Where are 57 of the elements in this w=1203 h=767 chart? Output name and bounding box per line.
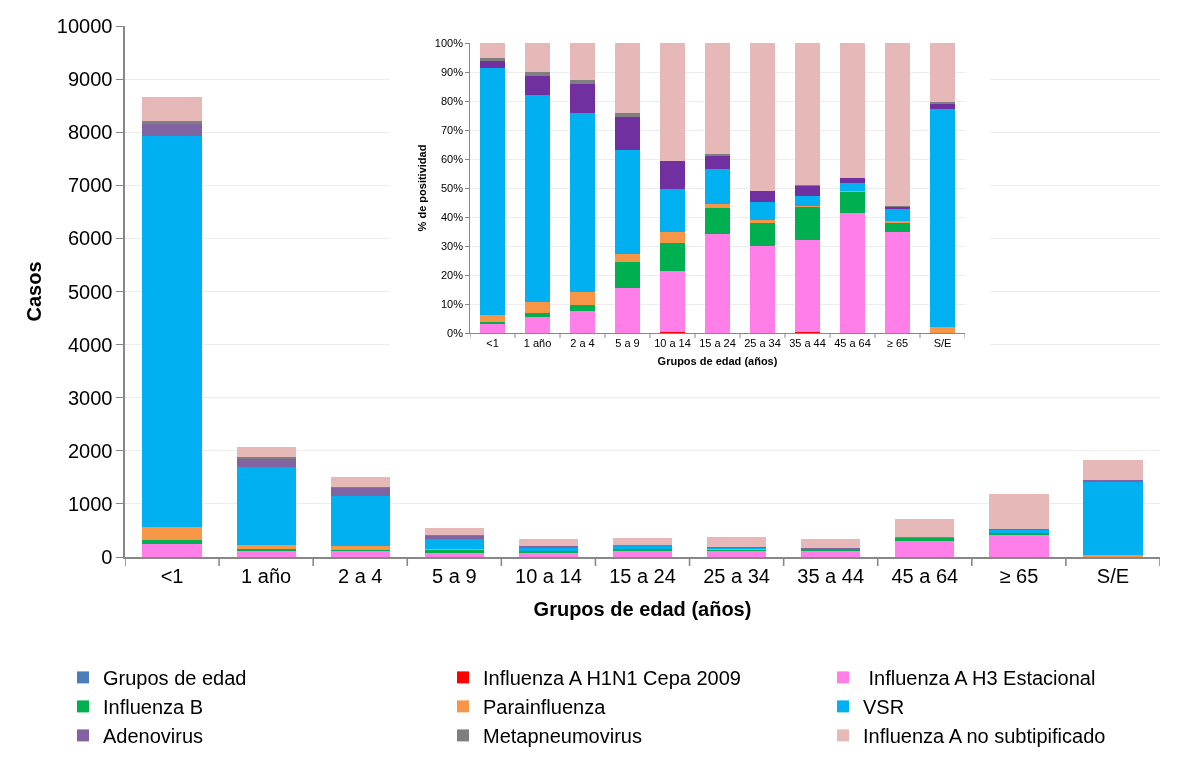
y-tick-label: 0 (101, 546, 113, 568)
y-tick-label: 9000 (67, 68, 113, 91)
y-tick-label: 4000 (67, 333, 113, 356)
legend-label: VSR (863, 696, 905, 719)
y-tick-label: 7000 (67, 174, 113, 197)
y-tick-label: 70% (440, 123, 464, 136)
x-tick-label: 2 a 4 (337, 564, 383, 587)
x-tick-label: 35 a 44 (789, 337, 826, 350)
x-axis-title: Grupos de edad (años) (533, 597, 752, 620)
x-tick-label: 25 a 34 (744, 337, 781, 350)
x-tick-label: 1 año (523, 337, 552, 350)
x-tick-label: 15 a 24 (609, 564, 676, 587)
x-tick-label: 45 a 64 (891, 564, 959, 587)
x-tick-label: 10 a 14 (654, 337, 691, 350)
legend-label: Adenovirus (103, 725, 204, 748)
x-tick-label: 10 a 14 (515, 564, 582, 587)
y-tick-label: 1000 (67, 492, 113, 515)
legend-label: Influenza A H1N1 Cepa 2009 (483, 667, 741, 690)
y-tick-label: 60% (440, 152, 464, 165)
y-tick-label: 10000 (56, 15, 113, 37)
x-tick-label: 5 a 9 (432, 564, 477, 587)
y-tick-label: 0% (447, 326, 464, 339)
y-tick-label: 6000 (67, 227, 113, 250)
y-tick-label: 3000 (67, 386, 113, 409)
y-tick-label: 90% (440, 65, 464, 78)
y-tick-label: 100% (434, 36, 464, 49)
x-tick-label: ≥ 65 (999, 564, 1039, 587)
legend-label: Parainfluenza (483, 696, 607, 719)
x-tick-label: S/E (1096, 564, 1130, 587)
y-tick-label: 8000 (67, 121, 113, 144)
legend-label: Metapneumovirus (483, 725, 642, 748)
y-axis-title: Casos (22, 261, 45, 322)
y-tick-label: 40% (440, 210, 464, 223)
x-tick-label: ≥ 65 (886, 337, 909, 350)
y-tick-label: 10% (440, 297, 464, 310)
x-tick-label: <1 (160, 564, 184, 587)
y-tick-label: 80% (440, 94, 464, 107)
x-tick-label: 25 a 34 (703, 564, 770, 587)
x-tick-label: 2 a 4 (570, 337, 595, 350)
x-tick-label: 35 a 44 (797, 564, 865, 587)
x-tick-label: 1 año (241, 564, 292, 587)
legend-label: Influenza A H3 Estacional (863, 667, 1096, 690)
x-tick-label: <1 (486, 337, 499, 350)
x-tick-label: 15 a 24 (699, 337, 736, 350)
y-tick-label: 30% (440, 239, 464, 252)
y-axis-title: % de positividad (415, 144, 428, 232)
legend-label: Grupos de edad (103, 667, 247, 690)
x-axis-title: Grupos de edad (años) (657, 355, 778, 368)
y-tick-label: 5000 (67, 280, 113, 303)
legend-label: Influenza A no subtipificado (863, 725, 1106, 748)
y-tick-label: 50% (440, 181, 464, 194)
legend-label: Influenza B (103, 696, 204, 719)
x-tick-label: S/E (933, 337, 952, 350)
y-tick-label: 20% (440, 268, 464, 281)
x-tick-label: 45 a 64 (834, 337, 871, 350)
x-tick-label: 5 a 9 (615, 337, 640, 350)
y-tick-label: 2000 (67, 439, 113, 462)
